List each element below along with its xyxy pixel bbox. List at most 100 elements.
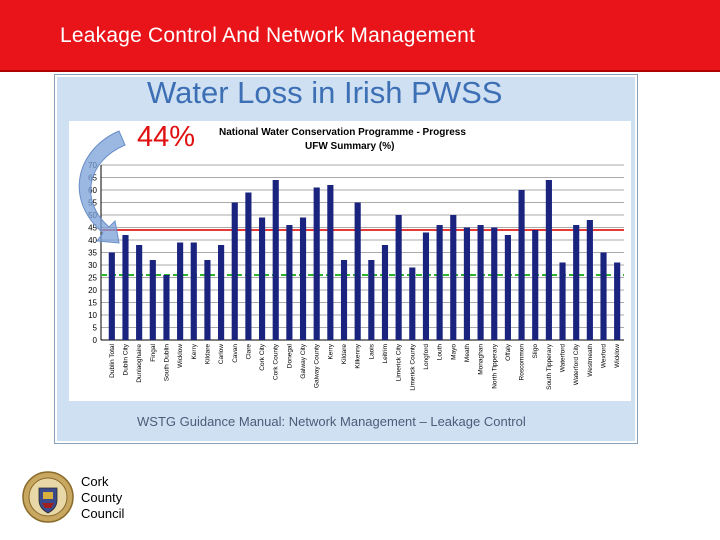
x-tick-label: Longford (423, 344, 430, 370)
x-tick-label: Clare (245, 344, 252, 360)
bar (313, 187, 320, 340)
bar (327, 185, 334, 340)
page-title: Leakage Control And Network Management (60, 24, 476, 47)
curved-arrow-icon (78, 130, 126, 244)
x-tick-label: Mayo (450, 344, 457, 360)
x-tick-label: Kerry (327, 343, 334, 359)
slide-title: Water Loss in Irish PWSS (147, 75, 503, 110)
y-tick-label: 25 (88, 274, 97, 283)
bar (354, 202, 361, 340)
bar (477, 225, 484, 340)
council-name-line: Cork (81, 474, 109, 489)
x-tick-label: Dublin Total (109, 343, 116, 377)
y-tick-label: 60 (88, 186, 97, 195)
bar (463, 227, 471, 340)
bar (600, 252, 607, 340)
x-tick-label: Offaly (505, 343, 512, 361)
x-tick-labels: Dublin Total Dublin City Dunlaoghaire Finga… (109, 343, 621, 390)
council-name: Cork County Council (81, 474, 124, 522)
y-tick-label: 45 (88, 224, 97, 233)
x-tick-label: Meath (464, 344, 471, 362)
bar (136, 245, 143, 340)
bar (504, 235, 511, 340)
bar (258, 217, 266, 340)
x-tick-label: Westmeath (587, 344, 594, 377)
bar-chart: 0510152025303540455055606570 Dublin Tota… (78, 127, 624, 391)
x-tick-label: Fingal (150, 343, 157, 361)
x-tick-label: Cavan (232, 344, 239, 363)
x-tick-label: Kildare (204, 344, 211, 365)
council-name-line: Council (81, 506, 125, 521)
bar (450, 215, 457, 340)
grid-lines (100, 164, 624, 341)
y-tick-label: 20 (88, 286, 97, 295)
slide-image-frame: Water Loss in Irish PWSS 0 5 10 15 20 25 30 35 4… (54, 74, 638, 444)
bar (586, 220, 593, 340)
bar (532, 230, 539, 340)
x-tick-label: Wicklow (177, 344, 184, 368)
x-tick-label: Kildare (341, 344, 348, 365)
bar (149, 260, 156, 340)
x-tick-label: Carlow (218, 344, 225, 365)
x-tick-label: Dublin City (122, 343, 129, 375)
x-tick-label: Kilkenny (355, 343, 362, 368)
bar (545, 180, 552, 340)
x-tick-label: Cork County (273, 343, 280, 380)
slide-panel: Water Loss in Irish PWSS 0 5 10 15 20 25 30 35 4… (57, 75, 635, 441)
y-tick-label: 40 (88, 236, 97, 245)
bar (491, 227, 498, 340)
bar (614, 262, 621, 340)
bar (245, 192, 252, 340)
x-tick-label: Wexford (601, 344, 608, 368)
x-tick-label: North Tipperary (491, 343, 498, 389)
bar (559, 262, 566, 340)
bar (395, 215, 402, 340)
bar (204, 260, 211, 340)
bar (340, 260, 348, 340)
bar (286, 225, 293, 340)
y-tick-label: 30 (88, 261, 97, 270)
header-bar: Leakage Control And Network Management (0, 0, 720, 72)
bar (573, 225, 580, 340)
x-tick-label: Waterford (560, 344, 567, 373)
x-tick-label: Dunlaoghaire (136, 344, 143, 383)
bar (422, 232, 430, 340)
y-tick-label: 5 (93, 324, 98, 333)
bar (218, 245, 225, 340)
bar (108, 252, 115, 340)
x-tick-label: Waterford City (573, 343, 580, 385)
x-tick-label: Limerick City (396, 343, 403, 381)
x-tick-label: Galway City (300, 343, 307, 378)
chart-subtitle: UFW Summary (%) (305, 141, 394, 152)
x-tick-label: Laois (368, 343, 375, 359)
bar (231, 202, 238, 340)
y-tick-label: 15 (88, 299, 97, 308)
x-tick-label: South Tipperary (546, 343, 553, 390)
x-tick-label: South Dublin (163, 344, 170, 382)
bar (518, 190, 525, 340)
council-crest-icon (22, 471, 74, 523)
y-tick-label: 10 (88, 311, 97, 320)
y-tick-label: 35 (88, 249, 97, 258)
chart-area: 0510152025303540455055606570 Dublin Tota… (69, 121, 631, 401)
x-tick-label: Donegal (286, 343, 293, 368)
x-tick-label: Cork City (259, 343, 266, 370)
x-tick-label: Roscommon (519, 344, 526, 381)
percent-callout: 44% (137, 121, 196, 153)
x-tick-label: Galway County (314, 343, 321, 388)
x-tick-label: Monaghan (478, 344, 485, 375)
bar (122, 235, 129, 340)
chart-title: National Water Conservation Programme - … (219, 127, 466, 138)
x-tick-label: Limerick County (409, 343, 416, 390)
bar (436, 225, 443, 340)
bar (272, 180, 279, 340)
y-tick-label: 0 (93, 336, 98, 345)
bar (368, 260, 375, 340)
x-tick-label: Leitrim (382, 344, 389, 364)
council-name-line: County (81, 490, 123, 505)
bar (409, 267, 416, 340)
bar (163, 275, 170, 340)
slide-caption: WSTG Guidance Manual: Network Management… (137, 414, 526, 429)
x-tick-label: Kerry (191, 343, 198, 359)
bar (299, 217, 307, 340)
